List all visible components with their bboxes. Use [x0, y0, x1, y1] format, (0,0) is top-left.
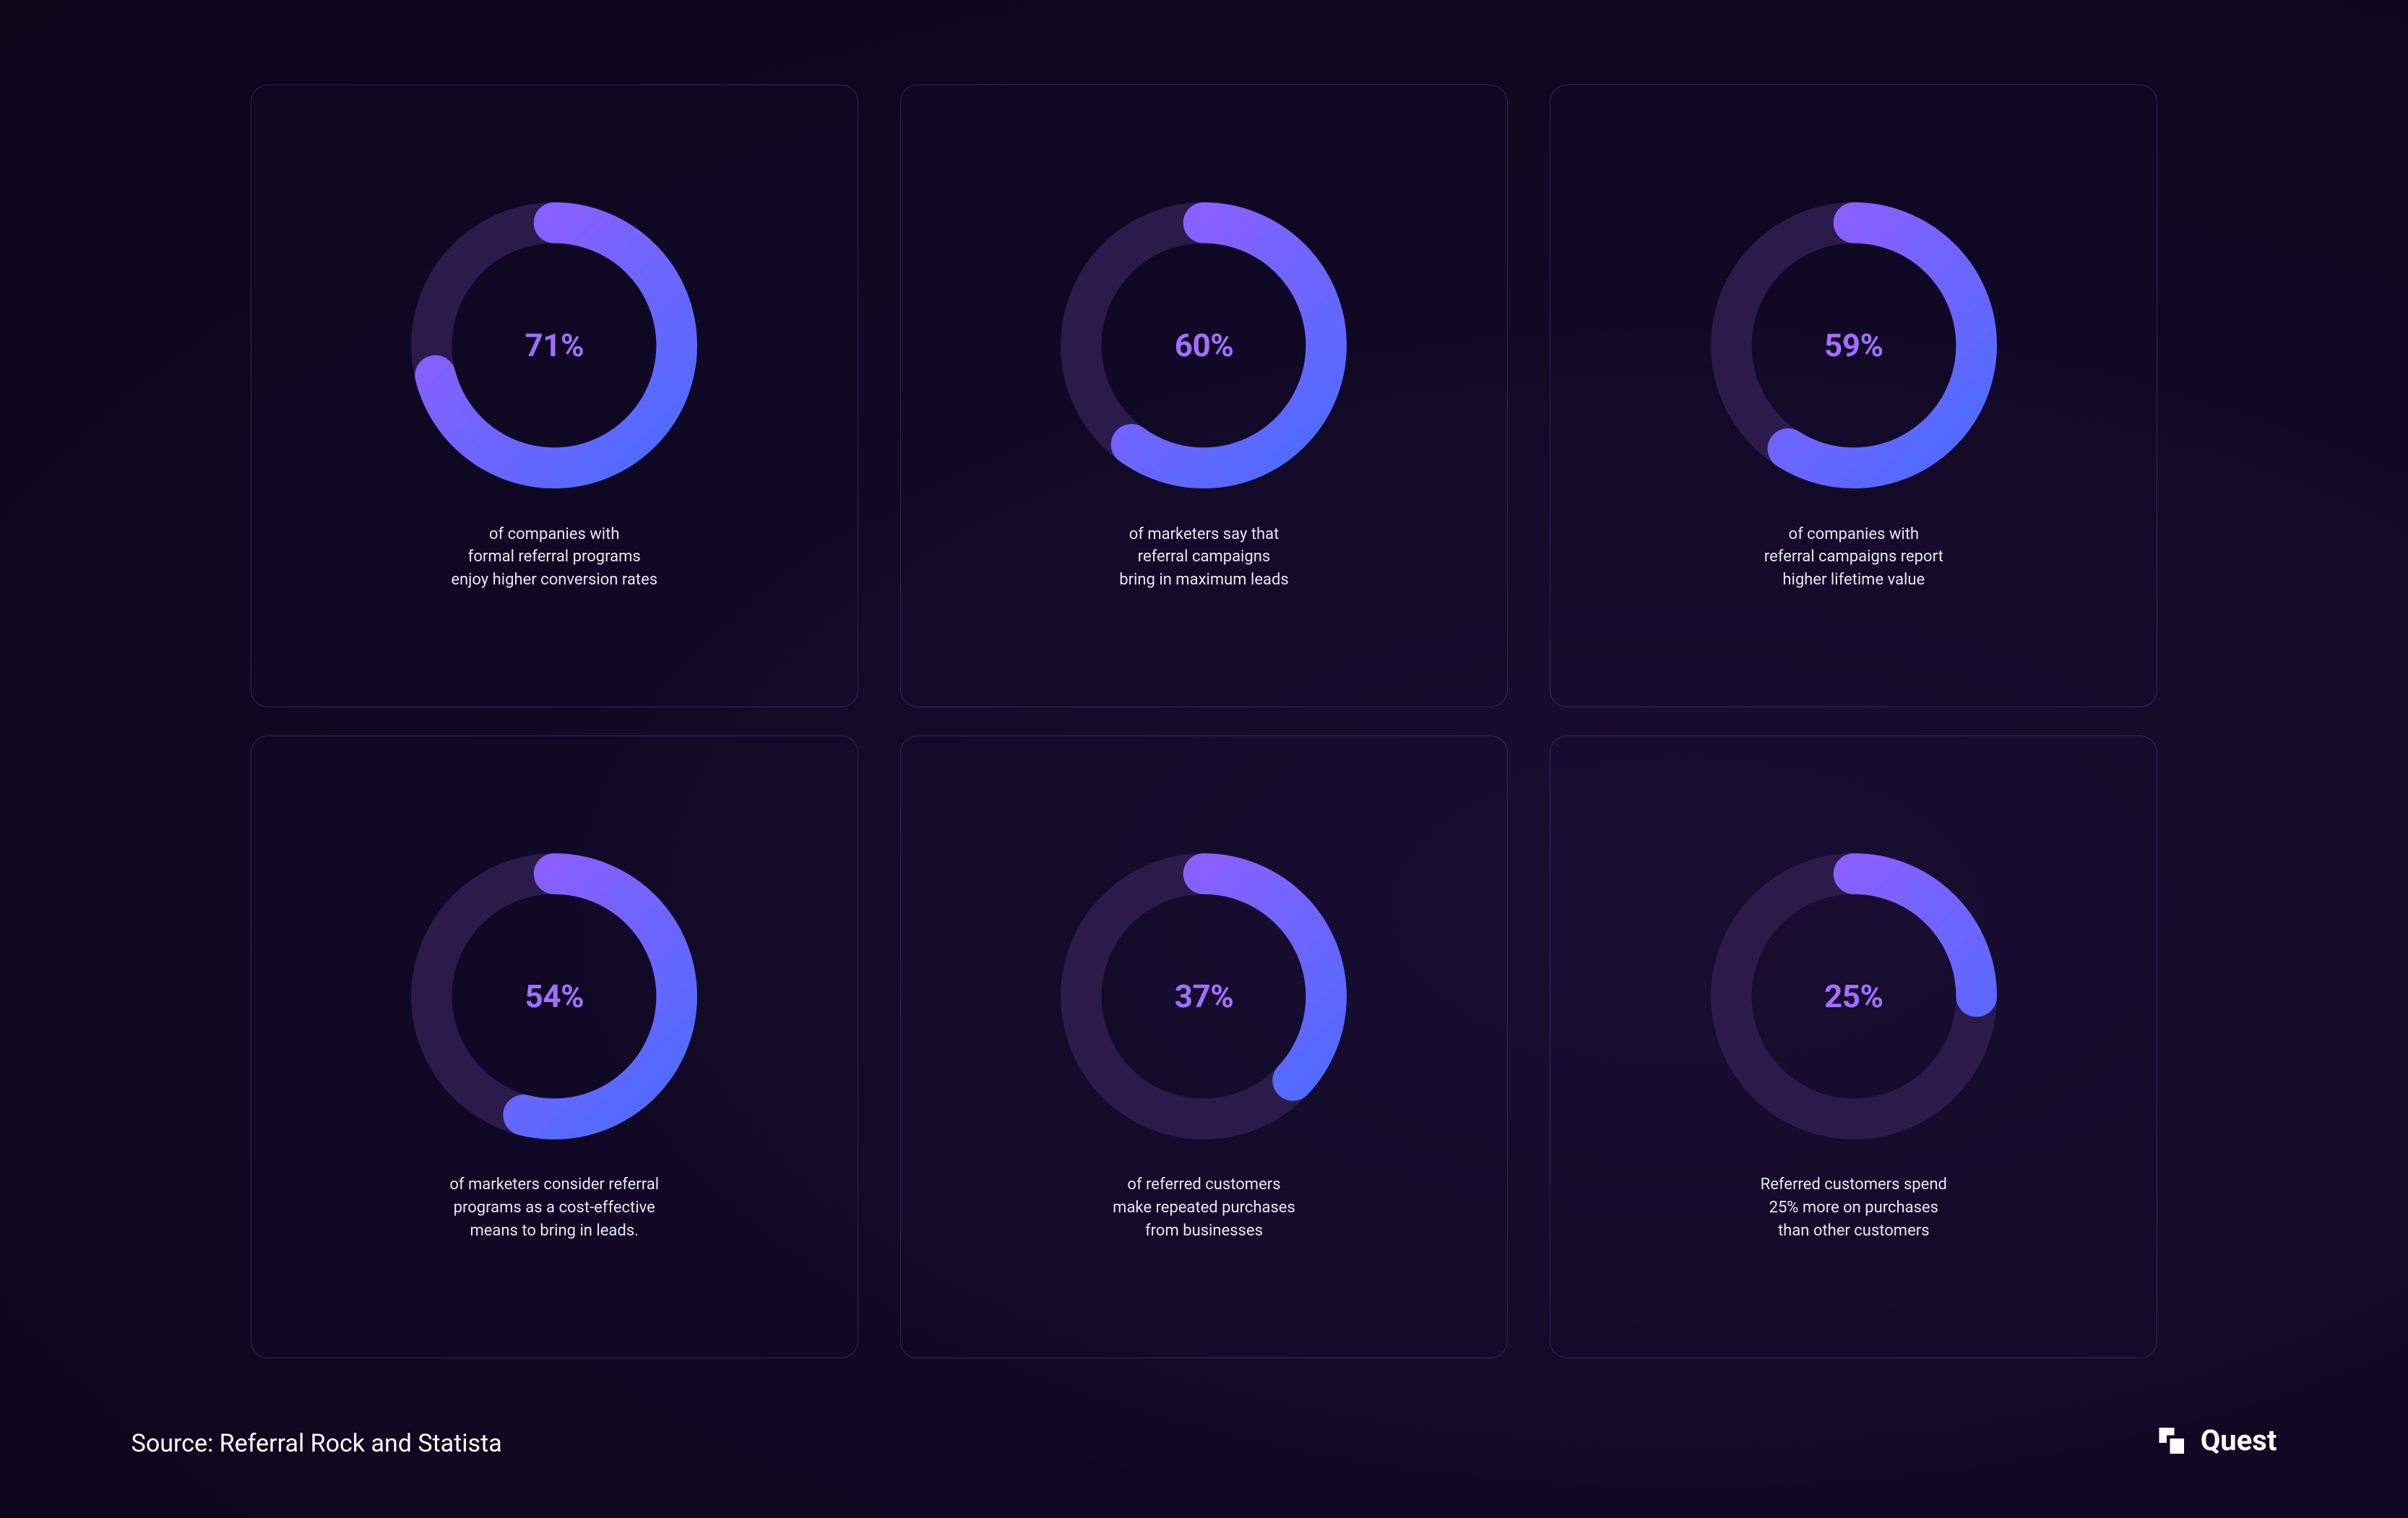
- pct-label: 60%: [1175, 327, 1234, 364]
- stat-caption: Referred customers spend25% more on purc…: [1761, 1173, 1947, 1243]
- donut-chart: 71%: [408, 199, 700, 491]
- stat-card-1: 60% of marketers say thatreferral campai…: [900, 85, 1508, 707]
- pct-label: 37%: [1175, 978, 1234, 1015]
- pct-label: 54%: [525, 978, 584, 1015]
- pct-label: 59%: [1824, 327, 1883, 364]
- stat-card-5: 25% Referred customers spend25% more on …: [1550, 736, 2157, 1358]
- quest-logo-icon: [2154, 1423, 2188, 1458]
- donut-chart: 54%: [408, 850, 700, 1142]
- pct-label: 25%: [1824, 978, 1883, 1015]
- stat-caption: of companies withreferral campaigns repo…: [1764, 523, 1943, 592]
- stat-caption: of referred customersmake repeated purch…: [1113, 1173, 1295, 1243]
- source-text: Source: Referral Rock and Statista: [131, 1429, 502, 1458]
- donut-chart: 25%: [1708, 850, 2000, 1142]
- cards-grid: 71% of companies withformal referral pro…: [121, 85, 2288, 1358]
- brand-logo: Quest: [2154, 1423, 2277, 1458]
- donut-chart: 37%: [1058, 850, 1350, 1142]
- infographic-page: 71% of companies withformal referral pro…: [0, 0, 2408, 1518]
- stat-caption: of companies withformal referral program…: [451, 523, 657, 592]
- stat-card-4: 37% of referred customersmake repeated p…: [900, 736, 1508, 1358]
- stat-card-2: 59% of companies withreferral campaigns …: [1550, 85, 2157, 707]
- stat-caption: of marketers say thatreferral campaignsb…: [1119, 523, 1289, 592]
- stat-caption: of marketers consider referralprograms a…: [449, 1173, 659, 1243]
- brand-text: Quest: [2201, 1423, 2277, 1457]
- stat-card-3: 54% of marketers consider referralprogra…: [251, 736, 858, 1358]
- donut-chart: 59%: [1708, 199, 2000, 491]
- footer: Source: Referral Rock and Statista Quest: [121, 1423, 2288, 1458]
- stat-card-0: 71% of companies withformal referral pro…: [251, 85, 858, 707]
- donut-chart: 60%: [1058, 199, 1350, 491]
- pct-label: 71%: [525, 327, 584, 364]
